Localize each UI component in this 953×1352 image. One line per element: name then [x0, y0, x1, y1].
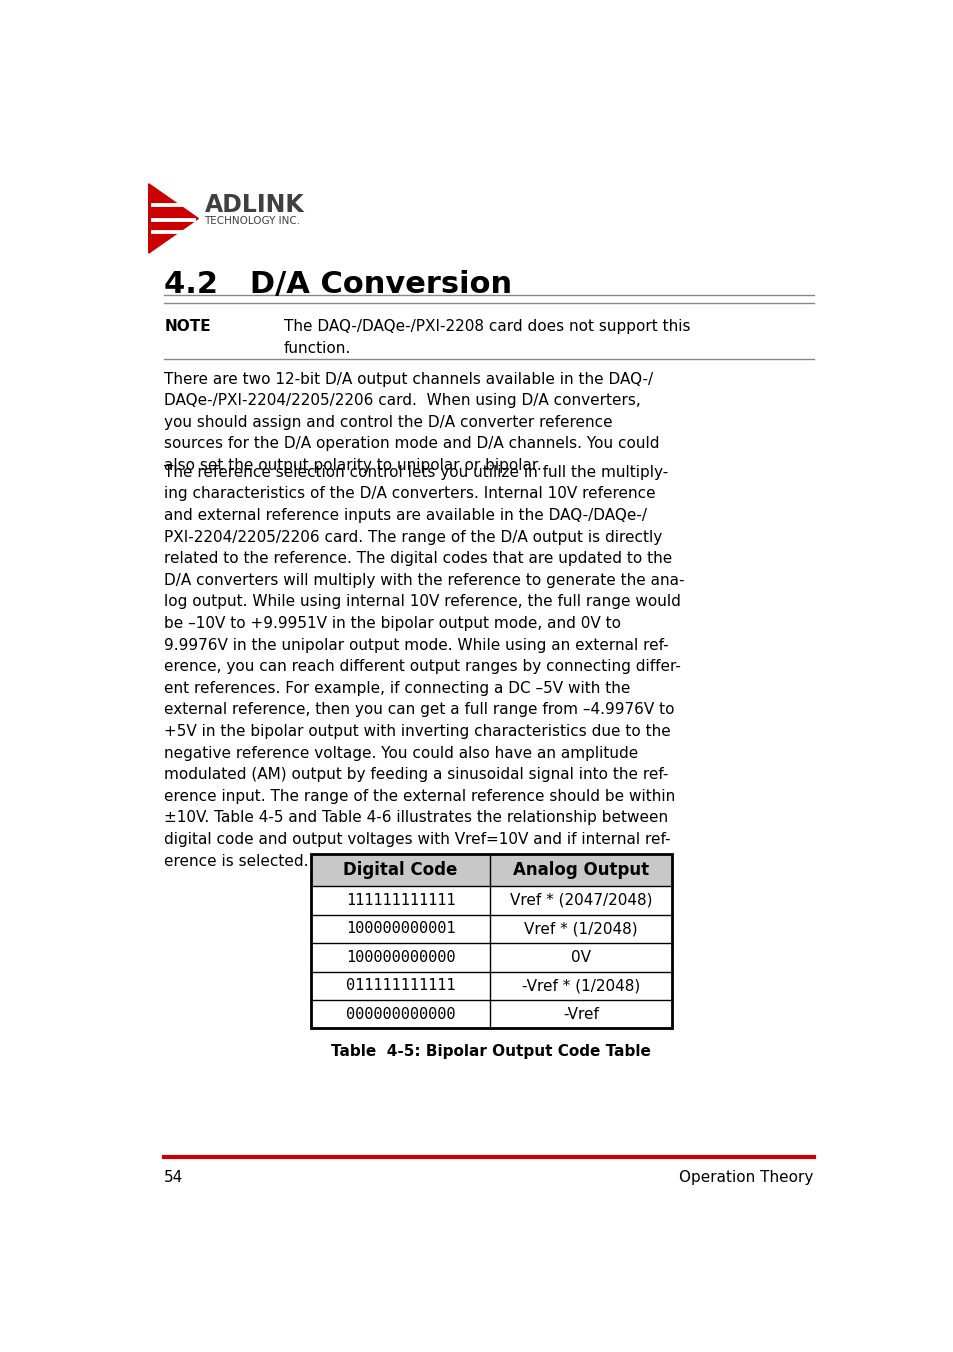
- Text: Vref * (1/2048): Vref * (1/2048): [524, 921, 638, 937]
- Text: Digital Code: Digital Code: [343, 861, 457, 879]
- Bar: [311, 853, 671, 886]
- Text: There are two 12-bit D/A output channels available in the DAQ-/
DAQe-/PXI-2204/2: There are two 12-bit D/A output channels…: [164, 372, 659, 473]
- Bar: [311, 1000, 671, 1029]
- Text: 100000000001: 100000000001: [345, 921, 455, 937]
- Text: -Vref * (1/2048): -Vref * (1/2048): [521, 979, 639, 994]
- Polygon shape: [149, 184, 198, 253]
- Text: 54: 54: [164, 1169, 183, 1184]
- Text: The reference selection control lets you utilize in full the multiply-
ing chara: The reference selection control lets you…: [164, 465, 684, 868]
- Text: ADLINK: ADLINK: [204, 193, 304, 218]
- Bar: [311, 914, 671, 944]
- Bar: [311, 853, 671, 1029]
- Text: TECHNOLOGY INC.: TECHNOLOGY INC.: [204, 216, 300, 226]
- Text: 000000000000: 000000000000: [345, 1007, 455, 1022]
- Bar: [311, 886, 671, 914]
- Text: 011111111111: 011111111111: [345, 979, 455, 994]
- Text: Operation Theory: Operation Theory: [679, 1169, 813, 1184]
- Text: 100000000000: 100000000000: [345, 949, 455, 965]
- Text: 111111111111: 111111111111: [345, 892, 455, 907]
- Text: Analog Output: Analog Output: [513, 861, 649, 879]
- Text: -Vref: -Vref: [562, 1007, 598, 1022]
- Text: 0V: 0V: [571, 949, 591, 965]
- Text: The DAQ-/DAQe-/PXI-2208 card does not support this
function.: The DAQ-/DAQe-/PXI-2208 card does not su…: [283, 319, 689, 356]
- Bar: [311, 944, 671, 972]
- Bar: [311, 972, 671, 1000]
- Text: Table  4-5: Bipolar Output Code Table: Table 4-5: Bipolar Output Code Table: [331, 1044, 651, 1059]
- Text: NOTE: NOTE: [164, 319, 211, 334]
- Text: 4.2   D/A Conversion: 4.2 D/A Conversion: [164, 270, 512, 299]
- Text: Vref * (2047/2048): Vref * (2047/2048): [509, 892, 652, 907]
